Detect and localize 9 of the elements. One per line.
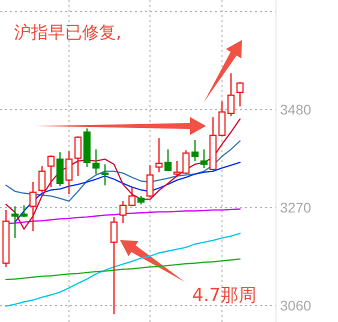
line-series bbox=[5, 232, 241, 307]
line-series bbox=[5, 258, 241, 280]
annotation: 4.7那周 bbox=[192, 285, 257, 306]
line-series bbox=[5, 118, 241, 230]
y-tick-label: 3480 bbox=[280, 102, 312, 118]
y-tick-label: 3060 bbox=[280, 298, 312, 314]
y-tick-label: 3270 bbox=[280, 200, 312, 216]
annotation: 沪指早已修复, bbox=[14, 23, 122, 43]
line-series bbox=[14, 162, 241, 223]
